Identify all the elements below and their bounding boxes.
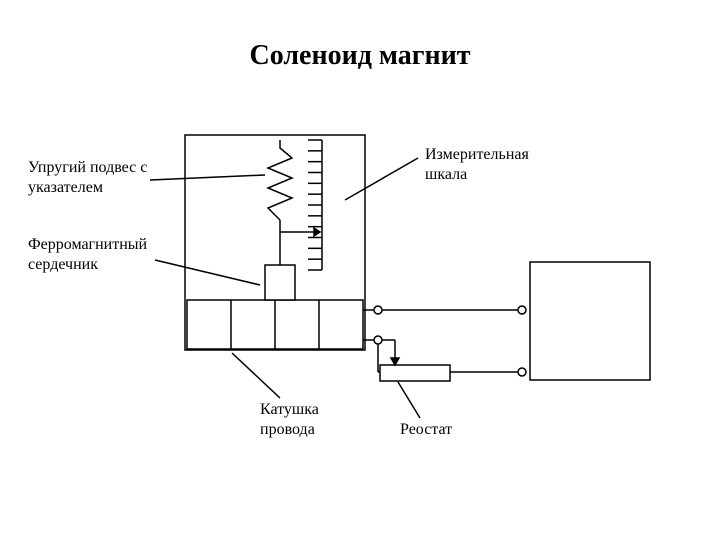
solenoid-diagram [0,0,720,540]
